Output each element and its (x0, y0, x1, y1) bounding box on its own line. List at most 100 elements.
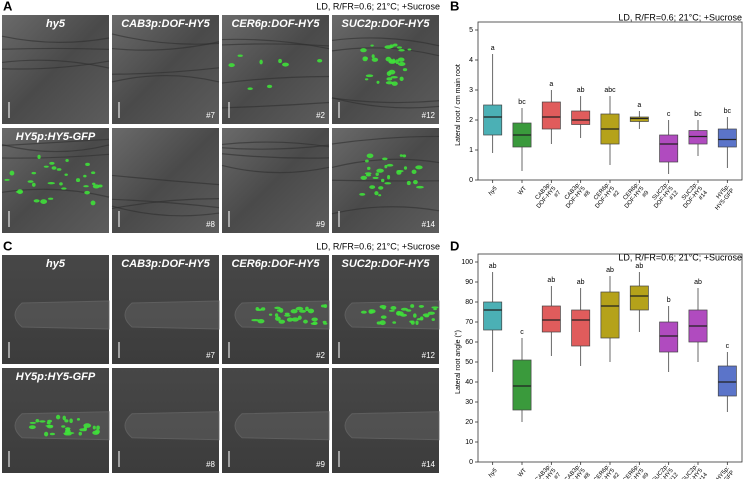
gfp-signal (83, 423, 92, 428)
gfp-signal (362, 56, 368, 62)
gfp-signal (266, 84, 273, 89)
box (717, 128, 737, 148)
x-tick-label: hy5 (488, 185, 499, 197)
chart-title: LD, R/FR=0.6; 21°C; +Sucrose (618, 252, 742, 262)
gfp-signal (364, 172, 372, 175)
gfp-signal (83, 174, 87, 178)
x-tick-label: SUC2p:DOF-HY5#12 (648, 463, 680, 479)
gfp-signal (56, 168, 62, 171)
gfp-signal (365, 173, 371, 177)
gfp-signal (307, 308, 315, 314)
box (688, 130, 708, 145)
significance-label: bc (694, 111, 702, 118)
gfp-signal (61, 187, 67, 190)
gfp-signal (406, 180, 411, 186)
gfp-signal (411, 169, 417, 175)
gfp-signal (369, 309, 376, 314)
gfp-signal (62, 415, 67, 421)
root-outline (111, 198, 220, 209)
gfp-signal (402, 68, 408, 72)
x-tick-label-line: #7 (553, 471, 562, 479)
root-outline (221, 38, 330, 50)
gfp-signal (431, 306, 439, 309)
x-tick-label: HY5p:HY5-GFP (709, 183, 736, 211)
x-tick-label: CER6p:DOF-HY5#9 (619, 463, 651, 479)
gfp-signal (274, 316, 281, 321)
root-outline (331, 37, 440, 47)
gfp-signal (388, 69, 396, 75)
gfp-signal (375, 172, 379, 176)
gfp-signal (400, 307, 409, 311)
gfp-signal (396, 169, 404, 173)
panel-letter: C (3, 238, 13, 253)
box (659, 134, 679, 163)
gfp-signal (311, 317, 318, 322)
significance-label: ab (547, 277, 555, 284)
panel-letter: A (3, 0, 13, 13)
root-outline (1, 153, 110, 159)
x-tick-label: WT (517, 467, 528, 478)
root-outline (111, 33, 220, 45)
gfp-signal (371, 57, 379, 62)
y-tick-label: 0 (469, 177, 473, 184)
gfp-signal (37, 154, 41, 159)
gfp-signal (65, 159, 69, 162)
y-tick-label: 30 (465, 399, 473, 406)
gfp-signal (359, 193, 366, 196)
tile-line-number: #8 (206, 460, 215, 469)
tile-line-number: #7 (206, 351, 215, 360)
gfp-signal (274, 306, 281, 310)
y-tick-label: 40 (465, 379, 473, 386)
x-tick-label-line: #8 (583, 189, 592, 198)
gfp-signal (85, 162, 90, 167)
gfp-signal (44, 431, 49, 437)
gfp-signal (371, 54, 375, 59)
x-tick-label-line: #7 (553, 189, 562, 198)
gfp-signal (61, 425, 66, 428)
root-outline (331, 206, 440, 215)
gfp-signal (431, 318, 436, 322)
gfp-signal (415, 320, 419, 325)
gfp-signal (97, 184, 103, 188)
gfp-signal (291, 317, 299, 322)
x-tick-label-line: #14 (698, 471, 709, 479)
gfp-signal (374, 191, 379, 196)
gfp-signal (46, 421, 51, 425)
gfp-signal (92, 425, 96, 430)
x-tick-label: SUC2p:DOF-HY5#14 (677, 181, 709, 214)
y-tick-label: 80 (465, 299, 473, 306)
gfp-signal (228, 63, 235, 68)
x-tick-label: CER6p:DOF-HY5#9 (619, 181, 651, 214)
y-tick-label: 10 (465, 439, 473, 446)
gfp-signal (396, 46, 402, 49)
gfp-signal (397, 57, 405, 62)
significance-label: a (491, 45, 495, 52)
gfp-signal (413, 180, 418, 185)
gfp-signal (31, 182, 36, 187)
y-tick-label: 5 (469, 27, 473, 34)
gfp-signal (433, 308, 437, 311)
gfp-signal (380, 178, 385, 183)
x-tick-label: SUC2p:DOF-HY5#12 (648, 181, 680, 214)
significance-label: ab (577, 87, 585, 94)
x-tick-label: CAB3p:DOF-HY5#8 (560, 463, 592, 479)
gfp-signal (413, 313, 417, 318)
gfp-signal (64, 419, 69, 423)
gfp-signal (366, 153, 374, 159)
gfp-signal (378, 186, 384, 190)
gfp-signal (360, 175, 368, 180)
gfp-signal (403, 166, 408, 170)
y-tick-label: 0 (469, 459, 473, 466)
gfp-signal (51, 166, 57, 170)
micrograph (332, 15, 439, 124)
panel-letter: B (450, 0, 459, 13)
gfp-signal (251, 318, 260, 322)
x-tick-label-line: WT (517, 185, 528, 196)
gfp-signal (284, 312, 290, 316)
gfp-signal (365, 74, 374, 78)
gfp-signal (63, 432, 70, 435)
gfp-signal (364, 78, 369, 81)
gfp-signal (297, 315, 302, 320)
x-tick-label: HY5p:HY5-GFP (709, 465, 736, 479)
gfp-signal (257, 318, 265, 324)
